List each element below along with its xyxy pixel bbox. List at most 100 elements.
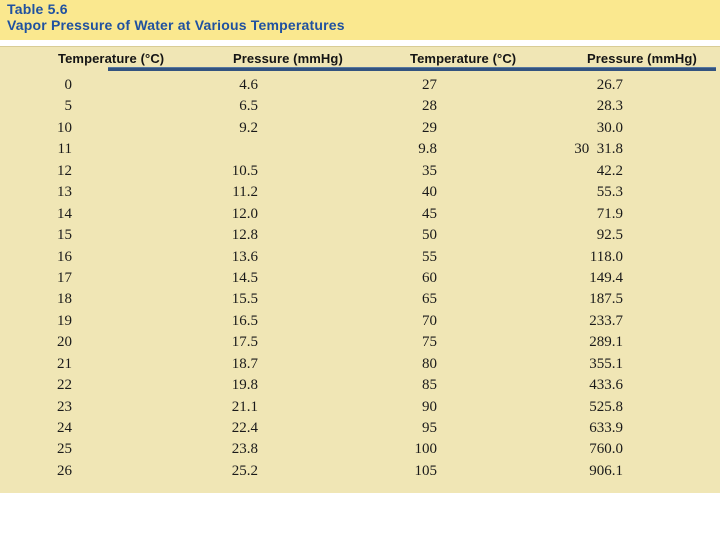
table-row: 23 21.1 90 525.8 (0, 397, 720, 418)
table-row: 17 14.5 60 149.4 (0, 268, 720, 289)
cell-pressure-right: 633.9 (589, 420, 623, 436)
cell-temperature-right: 70 (422, 312, 437, 329)
cell-temperature-left: 17 (57, 269, 72, 286)
cell-pressure-left: 12.8 (231, 227, 258, 244)
cell-temperature-right: 85 (422, 377, 437, 394)
cell-pressure-right: 92.5 (596, 227, 623, 244)
cell-temperature-left: 25 (57, 441, 72, 458)
cell-pressure-right: 149.4 (589, 269, 623, 286)
cell-temperature-left: 5 (64, 98, 73, 115)
table-body: 0 4.6 27 26.7 5 6.5 28 28.3 10 9.2 29 30… (0, 75, 720, 482)
table-row: 24 22.4 95 633.9 (0, 418, 720, 439)
cell-temperature-right: 35 (422, 162, 437, 179)
table-row: 18 15.5 65 187.5 (0, 289, 720, 310)
cell-pressure-left: 9.2 (239, 119, 258, 136)
cell-pressure-right: 30 31.8 (574, 141, 623, 158)
cell-pressure-left: 14.5 (231, 269, 258, 286)
cell-temperature-right: 80 (422, 355, 437, 372)
column-header-pressure-right: Pressure (mmHg) (587, 51, 697, 66)
table-row: 13 11.2 40 55.3 (0, 182, 720, 203)
cell-temperature-right: 105 (414, 462, 438, 479)
cell-temperature-right: 75 (422, 334, 437, 351)
cell-temperature-left: 13 (57, 184, 72, 201)
cell-temperature-left: 26 (57, 462, 72, 479)
cell-temperature-right: 28 (422, 98, 437, 115)
cell-pressure-right: 71.9 (596, 205, 623, 222)
cell-temperature-right: 9.8 (418, 141, 437, 158)
table-row: 25 23.8 100 760.0 (0, 439, 720, 460)
cell-pressure-left: 15.5 (231, 291, 258, 308)
cell-pressure-left: 22.4 (231, 420, 258, 436)
cell-pressure-right: 906.1 (589, 462, 623, 479)
cell-temperature-left: 14 (57, 205, 72, 222)
header-rule (108, 67, 716, 71)
cell-pressure-right: 55.3 (596, 184, 623, 201)
table-row: 15 12.8 50 92.5 (0, 225, 720, 246)
cell-temperature-right: 55 (422, 248, 437, 265)
cell-temperature-right: 50 (422, 227, 437, 244)
cell-pressure-left: 18.7 (231, 355, 258, 372)
cell-pressure-right: 355.1 (589, 355, 623, 372)
cell-temperature-right: 60 (422, 269, 437, 286)
table-row: 10 9.2 29 30.0 (0, 118, 720, 139)
cell-temperature-left: 16 (57, 248, 72, 265)
table-row: 19 16.5 70 233.7 (0, 311, 720, 332)
column-header-pressure-left: Pressure (mmHg) (233, 51, 343, 66)
cell-pressure-right: 42.2 (596, 162, 623, 179)
cell-temperature-right: 65 (422, 291, 437, 308)
table-row: 16 13.6 55 118.0 (0, 247, 720, 268)
cell-pressure-left: 19.8 (231, 377, 258, 394)
cell-temperature-left: 23 (57, 398, 72, 415)
cell-pressure-left: 23.8 (231, 441, 258, 458)
cell-temperature-right: 45 (422, 205, 437, 222)
table-row: 21 18.7 80 355.1 (0, 354, 720, 375)
cell-temperature-left: 21 (57, 355, 72, 372)
cell-pressure-left: 13.6 (231, 248, 258, 265)
cell-pressure-right: 289.1 (589, 334, 623, 351)
table-row: 0 4.6 27 26.7 (0, 75, 720, 96)
column-header-temperature-right: Temperature (°C) (410, 51, 517, 66)
cell-temperature-left: 19 (57, 312, 72, 329)
cell-pressure-left: 6.5 (239, 98, 258, 115)
cell-temperature-left: 22 (57, 377, 72, 394)
cell-pressure-left: 16.5 (231, 312, 258, 329)
cell-temperature-left: 24 (57, 420, 72, 436)
cell-pressure-right: 30.0 (596, 119, 623, 136)
cell-temperature-right: 29 (422, 119, 437, 136)
cell-temperature-left: 15 (57, 227, 72, 244)
cell-pressure-left: 10.5 (231, 162, 258, 179)
table-row: 5 6.5 28 28.3 (0, 96, 720, 117)
cell-pressure-left: 4.6 (239, 77, 258, 93)
cell-pressure-right: 433.6 (589, 377, 623, 394)
table-row: 11 9.8 30 31.8 (0, 139, 720, 160)
cell-pressure-right: 233.7 (589, 312, 623, 329)
cell-pressure-left: 11.2 (232, 184, 258, 201)
cell-pressure-left: 12.0 (231, 205, 258, 222)
cell-temperature-left: 12 (57, 162, 72, 179)
table-row: 26 25.2 105 906.1 (0, 461, 720, 482)
cell-pressure-right: 187.5 (589, 291, 623, 308)
cell-pressure-right: 28.3 (596, 98, 623, 115)
cell-pressure-right: 760.0 (589, 441, 623, 458)
table-row: 20 17.5 75 289.1 (0, 332, 720, 353)
cell-temperature-left: 18 (57, 291, 72, 308)
cell-temperature-right: 100 (414, 441, 438, 458)
table-row: 14 12.0 45 71.9 (0, 204, 720, 225)
vapor-pressure-table: Temperature (°C) Pressure (mmHg) Tempera… (0, 46, 720, 493)
cell-pressure-left: 17.5 (231, 334, 258, 351)
table-row: 12 10.5 35 42.2 (0, 161, 720, 182)
cell-temperature-right: 90 (422, 398, 437, 415)
cell-pressure-left: 25.2 (231, 462, 258, 479)
cell-temperature-left: 11 (57, 141, 72, 158)
cell-pressure-left: 21.1 (231, 398, 258, 415)
cell-temperature-right: 95 (422, 420, 437, 436)
cell-temperature-left: 10 (57, 119, 72, 136)
table-title: Vapor Pressure of Water at Various Tempe… (7, 17, 345, 33)
table-row: 22 19.8 85 433.6 (0, 375, 720, 396)
cell-pressure-right: 118.0 (589, 248, 623, 265)
cell-temperature-right: 40 (422, 184, 437, 201)
cell-pressure-right: 26.7 (596, 77, 623, 93)
cell-temperature-right: 27 (422, 77, 437, 93)
cell-temperature-left: 0 (64, 77, 73, 93)
